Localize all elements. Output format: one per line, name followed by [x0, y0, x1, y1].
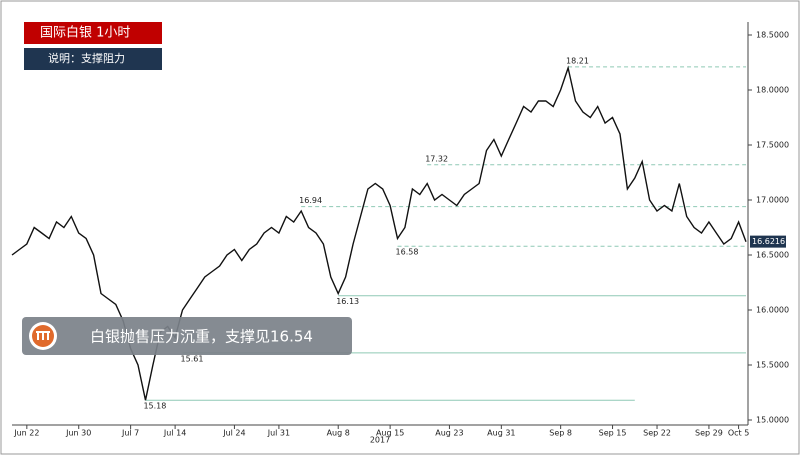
y-tick-label: 17.5000: [756, 141, 789, 150]
level-label: 16.13: [336, 297, 359, 306]
x-tick-label: Jul 24: [222, 429, 245, 438]
title-box: [24, 22, 162, 44]
x-tick-label: Sep 8: [549, 429, 572, 438]
logo-glyph: [36, 331, 50, 340]
x-tick-label: Aug 31: [487, 429, 515, 438]
x-tick-label: Aug 8: [327, 429, 350, 438]
x-tick-label: Aug 15: [376, 429, 404, 438]
annotation-box: [22, 317, 352, 355]
x-tick-label: Oct 5: [728, 429, 749, 438]
y-tick-label: 17.0000: [756, 196, 789, 205]
x-tick-label: Jun 30: [65, 429, 91, 438]
level-label: 16.94: [299, 196, 322, 205]
y-tick-label: 18.5000: [756, 31, 789, 40]
y-tick-label: 15.0000: [756, 416, 789, 425]
chart-subtitle: 说明：支撑阻力: [48, 51, 125, 65]
y-tick-label: 16.0000: [756, 306, 789, 315]
y-tick-label: 16.5000: [756, 251, 789, 260]
level-label: 15.61: [181, 354, 204, 363]
y-tick-label: 15.5000: [756, 361, 789, 370]
x-tick-label: Jul 7: [121, 429, 139, 438]
x-tick-label: Sep 29: [695, 429, 723, 438]
level-label: 18.21: [566, 56, 589, 65]
x-tick-label: Sep 22: [643, 429, 671, 438]
x-year: 2017: [370, 436, 390, 445]
x-tick-label: Aug 23: [435, 429, 463, 438]
subtitle-box: [24, 48, 162, 70]
price-line: [11, 65, 747, 401]
level-label: 15.18: [143, 402, 166, 411]
x-tick-label: Jul 31: [267, 429, 290, 438]
last-value-box: [750, 235, 786, 248]
y-tick-label: 18.0000: [756, 86, 789, 95]
level-label: 17.32: [425, 154, 448, 163]
x-tick-label: Sep 15: [599, 429, 627, 438]
chart-title: 国际白银 1小时: [40, 25, 130, 41]
annotation: 白银抛售压力沉重，支撑见16.54: [90, 328, 313, 346]
x-tick-label: Jul 14: [163, 429, 186, 438]
level-label: 16.58: [396, 248, 419, 257]
x-tick-label: Jun 22: [13, 429, 39, 438]
last-value: 16.6216: [752, 237, 785, 246]
